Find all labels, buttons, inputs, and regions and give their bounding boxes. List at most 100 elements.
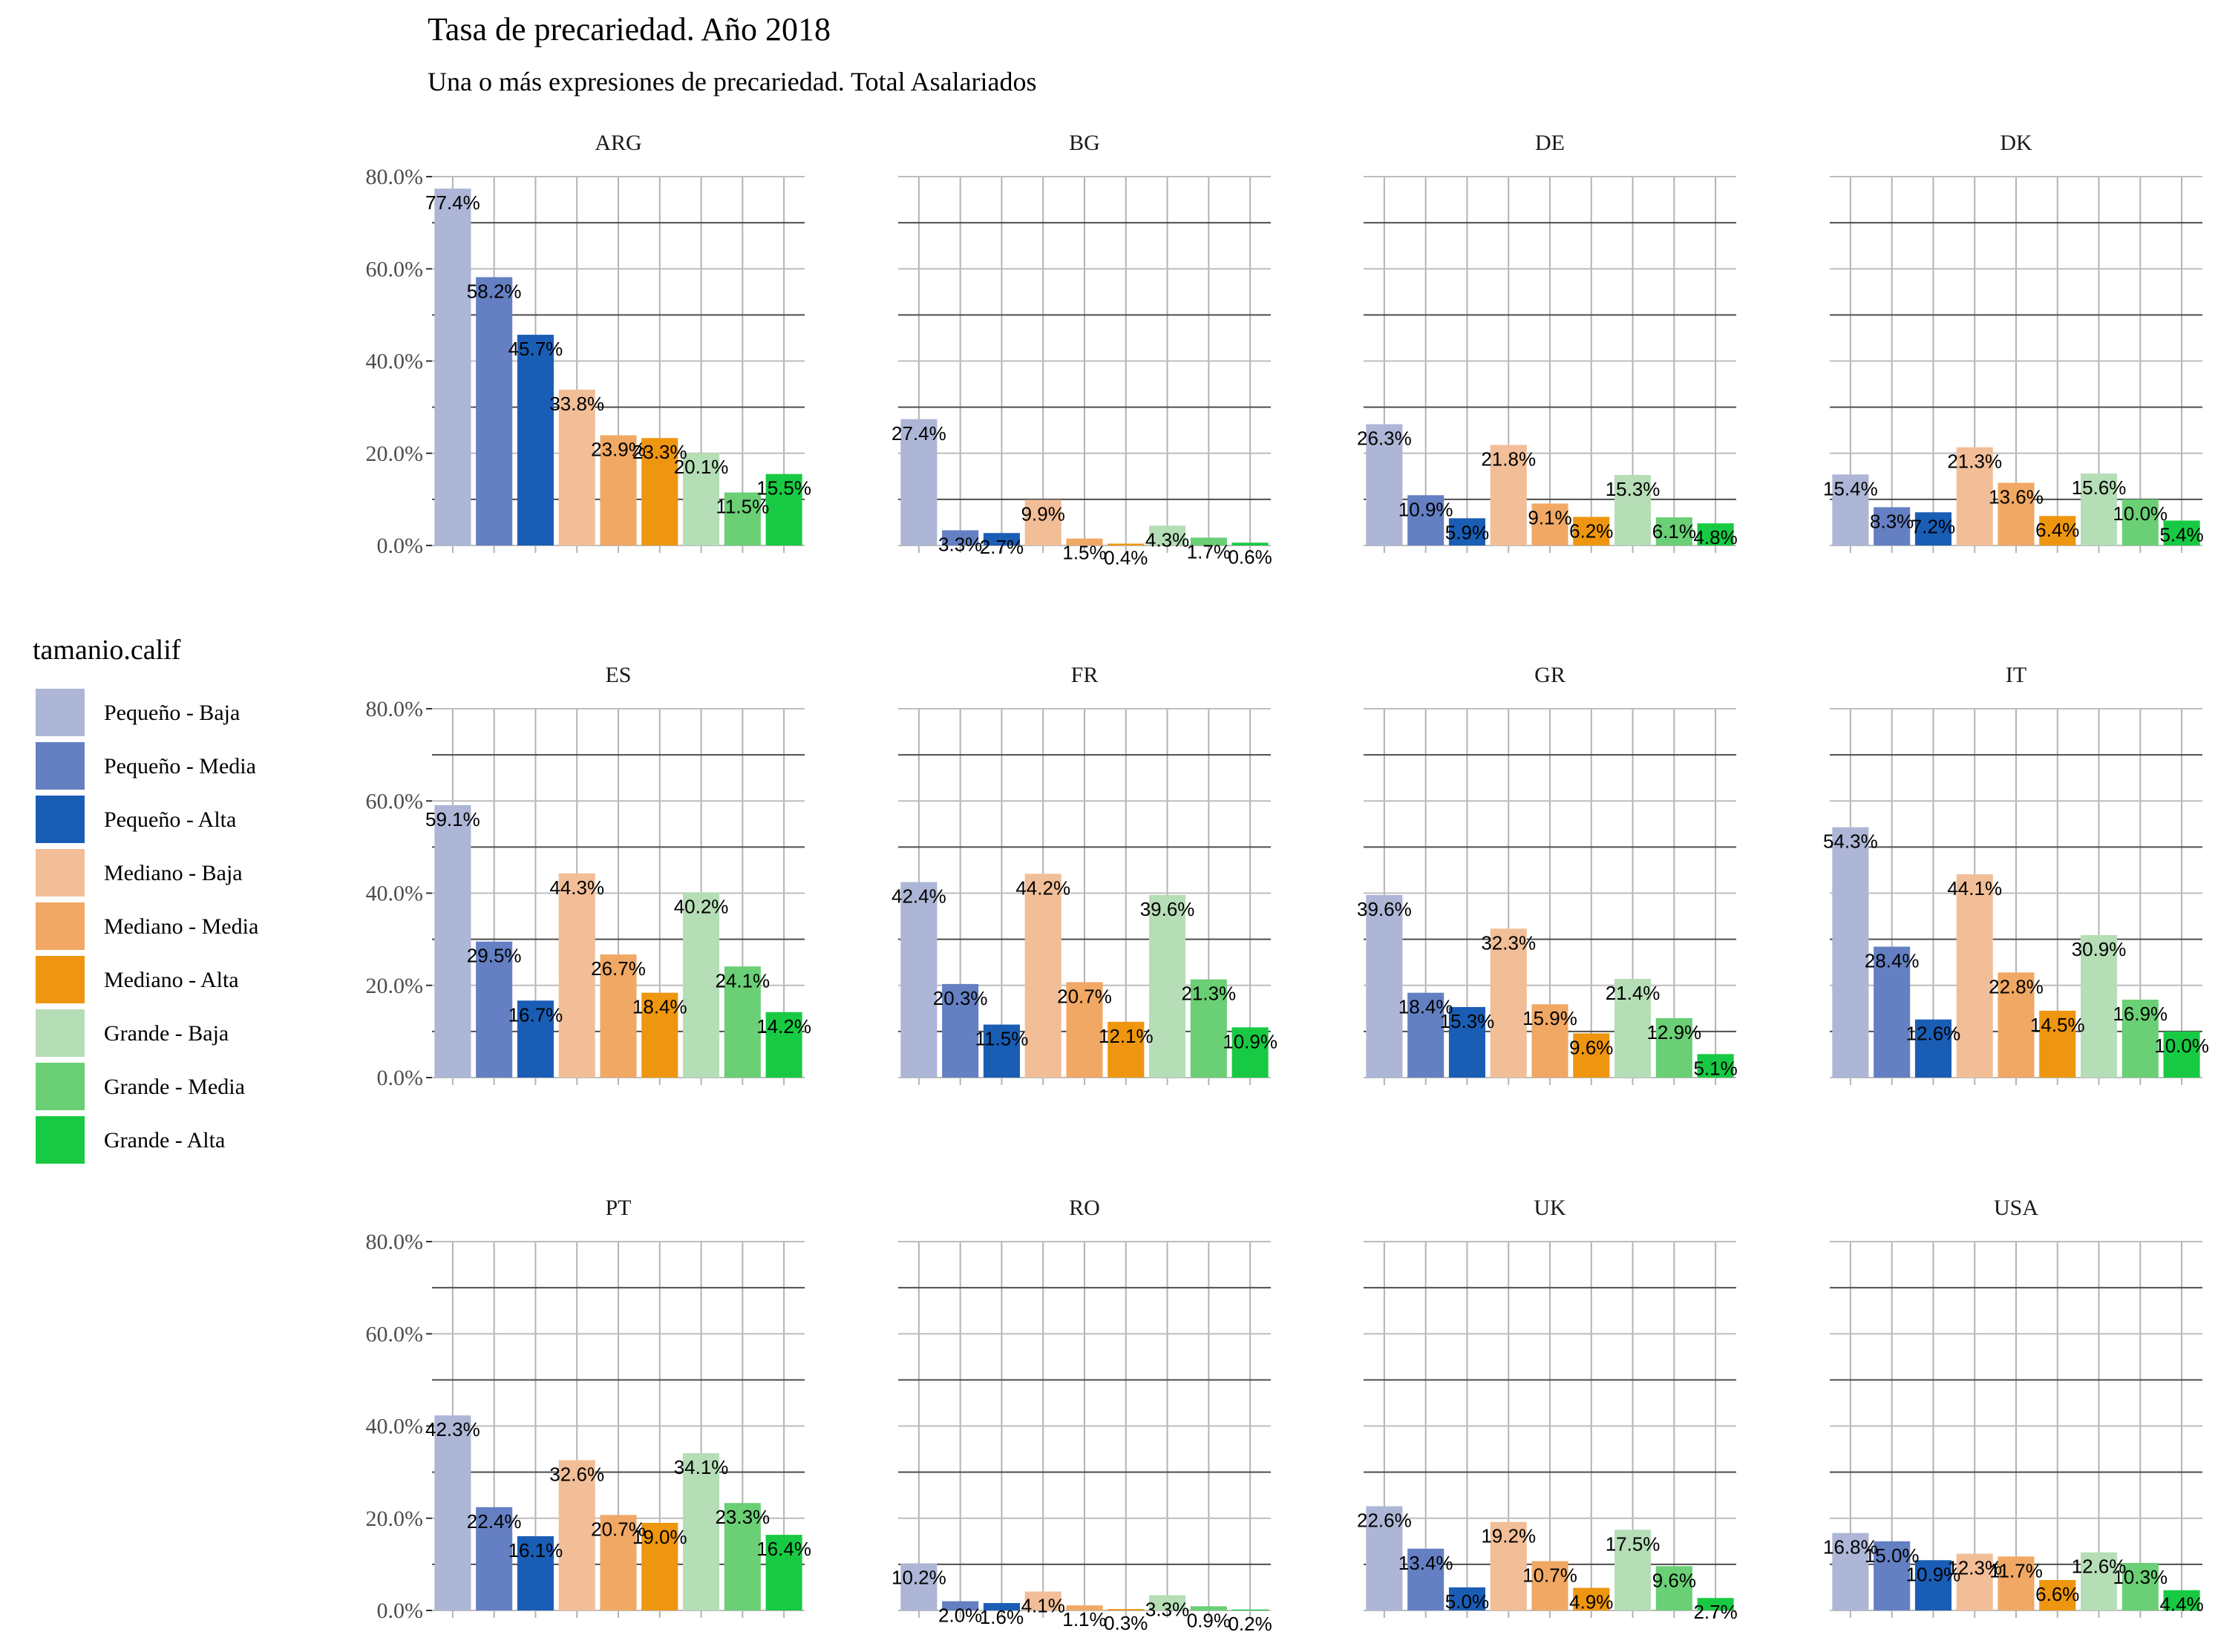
data-label: 58.2% <box>467 280 522 302</box>
bar-gr-mediano-baja <box>1490 928 1527 1078</box>
data-label: 77.4% <box>425 191 480 214</box>
facet-label: ES <box>605 663 631 687</box>
facet-label: GR <box>1534 663 1565 687</box>
facet-panel-bg: BG 27.4% 3.3%2.7% 9.9% 1.5%0.4%4.3%1.7%0.6% <box>891 131 1272 569</box>
data-label: 5.4% <box>2159 523 2203 545</box>
data-label: 59.1% <box>425 808 480 830</box>
bar-ro-mediano-alta <box>1108 1609 1145 1610</box>
legend-label: Grande - Baja <box>104 1021 229 1046</box>
bar-bg-grande-baja <box>1149 525 1186 545</box>
bar-dk-mediano-baja <box>1956 447 1993 545</box>
bar-fr-mediano-baja <box>1024 873 1061 1078</box>
data-label: 13.6% <box>1989 486 2044 508</box>
bar-dk-pequeno-media <box>1874 507 1911 545</box>
legend-title: tamanio.calif <box>33 635 181 666</box>
legend-label: Grande - Media <box>104 1075 245 1099</box>
data-label: 4.4% <box>2159 1593 2203 1616</box>
data-label: 2.7% <box>980 536 1024 558</box>
data-label: 22.4% <box>467 1510 522 1533</box>
bar-arg-pequeno-baja <box>434 189 471 545</box>
bar-usa-pequeno-media <box>1874 1541 1911 1610</box>
bar-arg-grande-baja <box>683 453 720 545</box>
bar-usa-mediano-baja <box>1956 1553 1993 1610</box>
data-label: 16.9% <box>2113 1003 2167 1025</box>
data-label: 15.9% <box>1522 1007 1577 1029</box>
bar-gr-grande-media <box>1655 1017 1692 1078</box>
data-label: 15.4% <box>1823 477 1878 499</box>
data-label: 10.7% <box>1522 1564 1577 1587</box>
bar-usa-grande-media <box>2121 1563 2159 1610</box>
data-label: 5.1% <box>1693 1057 1737 1079</box>
data-label: 34.1% <box>674 1456 729 1478</box>
legend-label: Mediano - Alta <box>104 968 239 992</box>
data-label: 6.6% <box>2035 1583 2079 1605</box>
data-label: 0.3% <box>1104 1612 1148 1634</box>
facet-label: BG <box>1069 131 1100 155</box>
bar-bg-mediano-media <box>1066 538 1103 545</box>
data-label: 10.9% <box>1398 498 1453 520</box>
data-label: 17.5% <box>1606 1533 1661 1555</box>
facet-label: ARG <box>595 131 641 155</box>
facet-panels: ARG0.0%20.0%40.0%60.0%80.0%77.4%58.2%45.… <box>366 131 2209 1635</box>
data-label: 44.1% <box>1947 877 2002 899</box>
data-label: 39.6% <box>1140 898 1195 920</box>
data-label: 10.3% <box>2113 1566 2167 1588</box>
facet-panel-it: IT 54.3% 28.4% 12.6% 44.1% 22.8% 14.5% 30.9% 16.… <box>1823 663 2209 1085</box>
data-label: 0.9% <box>1187 1609 1231 1631</box>
legend-item-mediano-baja: Mediano - Baja <box>36 849 243 897</box>
bar-ro-pequeno-alta <box>983 1603 1020 1610</box>
bar-arg-mediano-media <box>600 435 637 545</box>
data-label: 2.7% <box>1693 1601 1737 1623</box>
data-label: 0.2% <box>1228 1613 1272 1635</box>
bar-usa-pequeno-baja <box>1832 1533 1869 1610</box>
data-label: 23.9% <box>591 439 646 461</box>
bar-pt-grande-alta <box>765 1535 802 1610</box>
bar-pt-pequeno-alta <box>517 1535 554 1610</box>
y-tick-label: 20.0% <box>366 974 424 998</box>
bar-dk-mediano-alta <box>2039 516 2076 545</box>
data-label: 10.0% <box>2113 502 2167 525</box>
bar-pt-mediano-baja <box>558 1460 595 1610</box>
legend-swatch <box>36 742 85 790</box>
y-tick-label: 0.0% <box>377 1599 424 1623</box>
bar-ro-mediano-media <box>1066 1605 1103 1610</box>
bar-ro-grande-media <box>1190 1606 1227 1610</box>
bar-fr-mediano-alta <box>1108 1021 1145 1078</box>
bar-it-grande-baja <box>2081 935 2118 1078</box>
bar-bg-pequeno-alta <box>983 533 1020 545</box>
facet-panel-de: DE 26.3% 10.9%5.9% 21.8% 9.1%6.2% 15.3% 6.1%4.… <box>1357 131 1738 553</box>
data-label: 15.6% <box>2072 476 2127 499</box>
data-label: 1.7% <box>1187 540 1231 563</box>
bar-arg-mediano-alta <box>641 438 678 545</box>
y-tick-label: 80.0% <box>366 697 424 721</box>
bar-es-pequeno-baja <box>434 804 471 1078</box>
bar-it-mediano-baja <box>1956 874 1993 1078</box>
data-label: 11.5% <box>716 496 769 518</box>
bar-fr-mediano-media <box>1066 982 1103 1078</box>
bar-uk-grande-baja <box>1614 1530 1652 1610</box>
data-label: 30.9% <box>2072 938 2127 960</box>
legend-item-pequeno-alta: Pequeño - Alta <box>36 796 236 843</box>
bar-it-pequeno-media <box>1874 946 1911 1078</box>
data-label: 4.3% <box>1145 528 1189 551</box>
data-label: 11.7% <box>1989 1559 2043 1581</box>
data-label: 12.6% <box>2072 1556 2127 1578</box>
data-label: 3.3% <box>1145 1598 1189 1620</box>
bar-ro-pequeno-baja <box>900 1563 938 1610</box>
data-label: 26.3% <box>1357 427 1412 450</box>
legend-item-mediano-alta: Mediano - Alta <box>36 956 239 1003</box>
y-tick-label: 0.0% <box>377 1066 424 1090</box>
bar-es-grande-media <box>724 966 761 1078</box>
bar-es-mediano-alta <box>641 992 678 1078</box>
bar-ro-pequeno-media <box>942 1601 979 1610</box>
legend-label: Grande - Alta <box>104 1128 225 1153</box>
bar-uk-mediano-baja <box>1490 1521 1527 1610</box>
facet-panel-ro: RO 10.2% 2.0%1.6%4.1%1.1%0.3%3.3%0.9%0.2% <box>891 1196 1272 1635</box>
data-label: 32.6% <box>549 1463 604 1485</box>
legend-label: Pequeño - Baja <box>104 701 240 725</box>
data-label: 54.3% <box>1823 830 1878 853</box>
bar-usa-grande-alta <box>2163 1590 2200 1610</box>
y-tick-label: 60.0% <box>366 789 424 813</box>
data-label: 44.2% <box>1015 876 1070 899</box>
